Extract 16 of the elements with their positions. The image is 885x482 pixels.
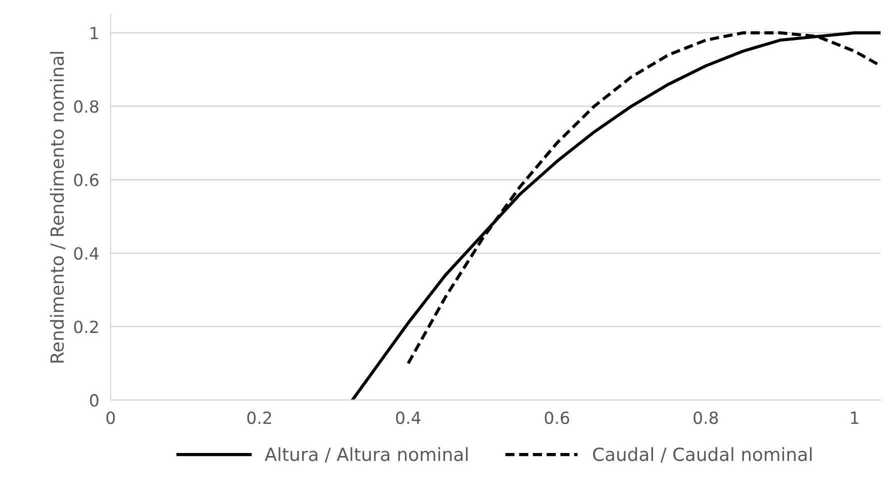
y-tick-label: 0.8 [74,100,98,113]
legend-label: Altura / Altura nominal [264,447,468,463]
y-tick-label: 0.6 [74,174,98,186]
legend-label: Caudal / Caudal nominal [593,447,812,463]
y-tick-label: 0.2 [74,320,98,334]
x-tick-label: 0.8 [694,411,718,424]
y-tick-label: 0 [90,394,98,407]
x-tick-label: 0.6 [544,411,570,424]
y-tick-label: 1 [90,27,98,40]
line-series [350,31,881,400]
y-axis-title: Rendimento / Rendimento nominal [50,52,66,362]
x-tick-label: 0 [106,411,115,424]
x-tick-label: 0.4 [396,411,421,424]
x-tick-label: 0.2 [247,411,271,424]
y-tick-label: 0.4 [74,247,99,260]
x-tick-label: 1 [851,412,858,424]
